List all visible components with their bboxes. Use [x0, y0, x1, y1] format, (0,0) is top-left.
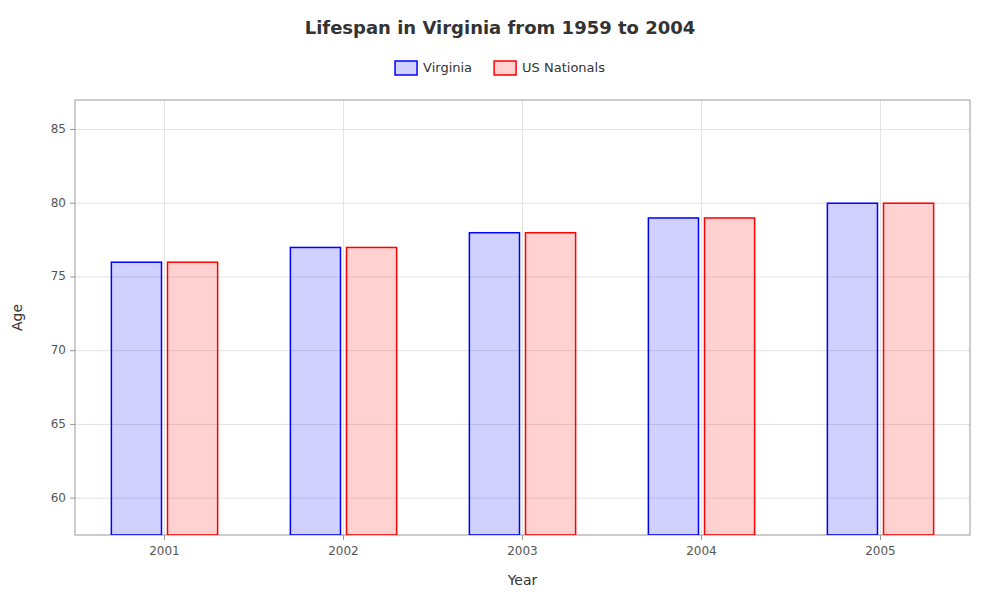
- x-grid-line: [522, 100, 523, 535]
- x-tick-label: 2002: [328, 544, 359, 558]
- legend-swatch: [395, 61, 417, 75]
- y-tick: [70, 276, 75, 277]
- bar: [526, 233, 576, 535]
- bars: [111, 203, 933, 535]
- grid: [75, 100, 970, 535]
- bar: [705, 218, 755, 535]
- y-tick-label: 65: [51, 417, 66, 431]
- x-tick: [164, 535, 165, 540]
- x-grid-line: [164, 100, 165, 535]
- legend-item: Virginia: [395, 60, 472, 76]
- x-tick-label: 2005: [865, 544, 896, 558]
- y-tick: [70, 350, 75, 351]
- legend-item: US Nationals: [494, 60, 605, 76]
- x-grid-line: [343, 100, 344, 535]
- chart-container: 60 65 70 75 80 85 2001 2002 2003 2004 2005 Year Age L…: [0, 0, 1000, 600]
- x-tick-label: 2001: [149, 544, 180, 558]
- bar: [347, 247, 397, 535]
- x-tick-label: 2004: [686, 544, 717, 558]
- y-tick: [70, 424, 75, 425]
- x-tick: [343, 535, 344, 540]
- x-tick-label: 2003: [507, 544, 538, 558]
- y-tick-label: 85: [51, 122, 66, 136]
- bar: [648, 218, 698, 535]
- y-tick-label: 75: [51, 269, 66, 283]
- x-grid-line: [880, 100, 881, 535]
- chart-svg: 60 65 70 75 80 85 2001 2002 2003 2004 2005 Year Age L…: [0, 0, 1000, 600]
- x-tick: [522, 535, 523, 540]
- bar: [111, 262, 161, 535]
- bar: [469, 233, 519, 535]
- x-grid-line: [701, 100, 702, 535]
- bar: [827, 203, 877, 535]
- bar: [884, 203, 934, 535]
- y-tick-label: 60: [51, 491, 66, 505]
- x-tick: [880, 535, 881, 540]
- y-axis-label: Age: [9, 304, 25, 331]
- y-tick: [70, 203, 75, 204]
- legend-label: Virginia: [423, 60, 472, 75]
- legend-label: US Nationals: [522, 60, 605, 75]
- bar: [168, 262, 218, 535]
- title: Lifespan in Virginia from 1959 to 2004: [305, 17, 696, 38]
- y-tick: [70, 129, 75, 130]
- background: [0, 0, 1000, 600]
- y-tick-label: 80: [51, 196, 66, 210]
- legend-swatch: [494, 61, 516, 75]
- legend: Virginia US Nationals: [395, 60, 605, 76]
- y-tick-label: 70: [51, 343, 66, 357]
- bar: [290, 247, 340, 535]
- y-axis: 60 65 70 75 80 85: [51, 122, 75, 505]
- x-axis: 2001 2002 2003 2004 2005: [149, 535, 896, 558]
- x-axis-label: Year: [507, 572, 538, 588]
- plot-frame: [75, 100, 970, 535]
- x-tick: [701, 535, 702, 540]
- y-tick: [70, 498, 75, 499]
